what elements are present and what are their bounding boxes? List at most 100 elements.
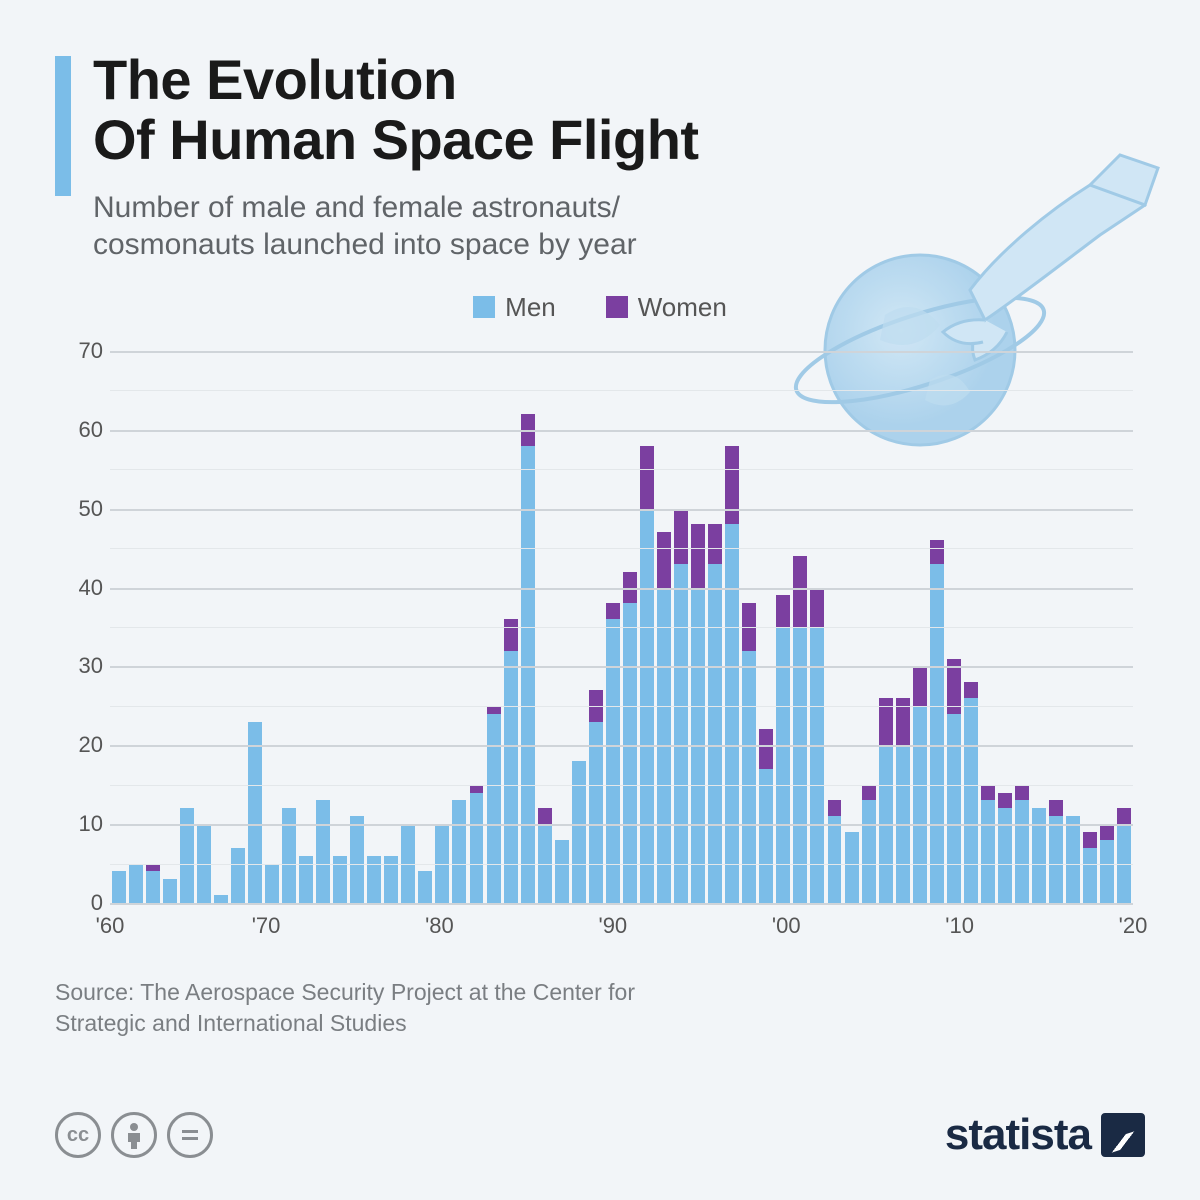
bar-segment-men — [487, 714, 501, 903]
y-axis-label: 60 — [55, 417, 103, 443]
gridline — [110, 824, 1133, 826]
bar-segment-men — [725, 524, 739, 903]
bar-segment-men — [129, 864, 143, 903]
y-axis-label: 30 — [55, 653, 103, 679]
bar-segment-men — [316, 800, 330, 903]
brand-logo: statista — [945, 1110, 1145, 1160]
bar-segment-men — [231, 848, 245, 903]
gridline-minor — [110, 864, 1133, 865]
bar-segment-women — [1100, 824, 1114, 840]
bar-segment-men — [214, 895, 228, 903]
source-attribution: Source: The Aerospace Security Project a… — [55, 977, 675, 1039]
bar-segment-men — [930, 564, 944, 903]
chart-plot-area: 010203040506070 — [110, 351, 1133, 903]
bar-segment-men — [1015, 800, 1029, 903]
bar-segment-women — [964, 682, 978, 698]
bar-segment-men — [112, 871, 126, 903]
bar-segment-women — [725, 446, 739, 525]
page-title: The Evolution Of Human Space Flight — [93, 50, 1145, 171]
legend-label-men: Men — [505, 292, 556, 323]
page-subtitle: Number of male and female astronauts/ co… — [93, 189, 733, 264]
bar-segment-women — [146, 864, 160, 872]
legend-item-women: Women — [606, 292, 727, 323]
bar-segment-women — [810, 588, 824, 627]
bar-segment-men — [1083, 848, 1097, 903]
bar-segment-men — [146, 871, 160, 903]
gridline — [110, 351, 1133, 353]
bar-segment-women — [930, 540, 944, 564]
bar-segment-women — [1117, 808, 1131, 824]
bar-segment-men — [180, 808, 194, 903]
by-icon — [111, 1112, 157, 1158]
bar-segment-men — [589, 722, 603, 903]
legend-swatch-men — [473, 296, 495, 318]
bar-segment-women — [776, 595, 790, 627]
bar-segment-women — [606, 603, 620, 619]
x-axis-label: '70 — [252, 913, 281, 939]
bar-segment-men — [623, 603, 637, 903]
gridline — [110, 509, 1133, 511]
y-axis-label: 40 — [55, 575, 103, 601]
y-axis-label: 50 — [55, 496, 103, 522]
gridline-minor — [110, 469, 1133, 470]
bar-segment-men — [913, 706, 927, 903]
header: The Evolution Of Human Space Flight Numb… — [55, 50, 1145, 264]
bar-segment-men — [350, 816, 364, 903]
bar-segment-men — [1032, 808, 1046, 903]
bar-segment-women — [504, 619, 518, 651]
bar-segment-men — [845, 832, 859, 903]
x-axis-label: '60 — [96, 913, 125, 939]
brand-mark-icon — [1101, 1113, 1145, 1157]
gridline — [110, 430, 1133, 432]
bar-segment-men — [282, 808, 296, 903]
x-axis-label: '00 — [772, 913, 801, 939]
bar-segment-men — [1066, 816, 1080, 903]
x-axis-label: '20 — [1119, 913, 1148, 939]
bar-segment-women — [759, 729, 773, 768]
bar-segment-men — [572, 761, 586, 903]
bar-segment-women — [708, 524, 722, 563]
bar-segment-women — [981, 785, 995, 801]
title-line-2: Of Human Space Flight — [93, 108, 699, 171]
bar-segment-men — [674, 564, 688, 903]
bar-segment-men — [708, 564, 722, 903]
bar-segment-women — [487, 706, 501, 714]
bar-segment-women — [998, 793, 1012, 809]
gridline-minor — [110, 706, 1133, 707]
x-axis-label: '80 — [425, 913, 454, 939]
bar-segment-women — [691, 524, 705, 587]
license-icons: cc — [55, 1112, 213, 1158]
bar-segment-women — [793, 556, 807, 627]
title-line-1: The Evolution — [93, 48, 457, 111]
bar-segment-men — [248, 722, 262, 903]
footer: cc statista — [55, 1110, 1145, 1160]
y-axis-label: 20 — [55, 732, 103, 758]
bar-segment-women — [1015, 785, 1029, 801]
bar-segment-women — [470, 785, 484, 793]
bar-segment-men — [759, 769, 773, 903]
nd-icon — [167, 1112, 213, 1158]
x-axis-label: '90 — [598, 913, 627, 939]
bar-segment-men — [452, 800, 466, 903]
y-axis-label: 70 — [55, 338, 103, 364]
bar-segment-men — [418, 871, 432, 903]
cc-icon: cc — [55, 1112, 101, 1158]
bar-segment-men — [470, 793, 484, 903]
bar-segment-men — [998, 808, 1012, 903]
bar-segment-men — [862, 800, 876, 903]
chart: 010203040506070 '60'70'80'90'00'10'20 — [55, 351, 1145, 951]
bar-segment-women — [657, 532, 671, 587]
legend-item-men: Men — [473, 292, 556, 323]
gridline-minor — [110, 785, 1133, 786]
bar-segment-men — [964, 698, 978, 903]
gridline-minor — [110, 548, 1133, 549]
legend-label-women: Women — [638, 292, 727, 323]
bar-segment-men — [163, 879, 177, 903]
bar-segment-men — [947, 714, 961, 903]
chart-x-axis: '60'70'80'90'00'10'20 — [110, 903, 1133, 951]
y-axis-label: 10 — [55, 811, 103, 837]
gridline — [110, 745, 1133, 747]
gridline-minor — [110, 390, 1133, 391]
bar-segment-women — [674, 509, 688, 564]
brand-name: statista — [945, 1110, 1091, 1160]
